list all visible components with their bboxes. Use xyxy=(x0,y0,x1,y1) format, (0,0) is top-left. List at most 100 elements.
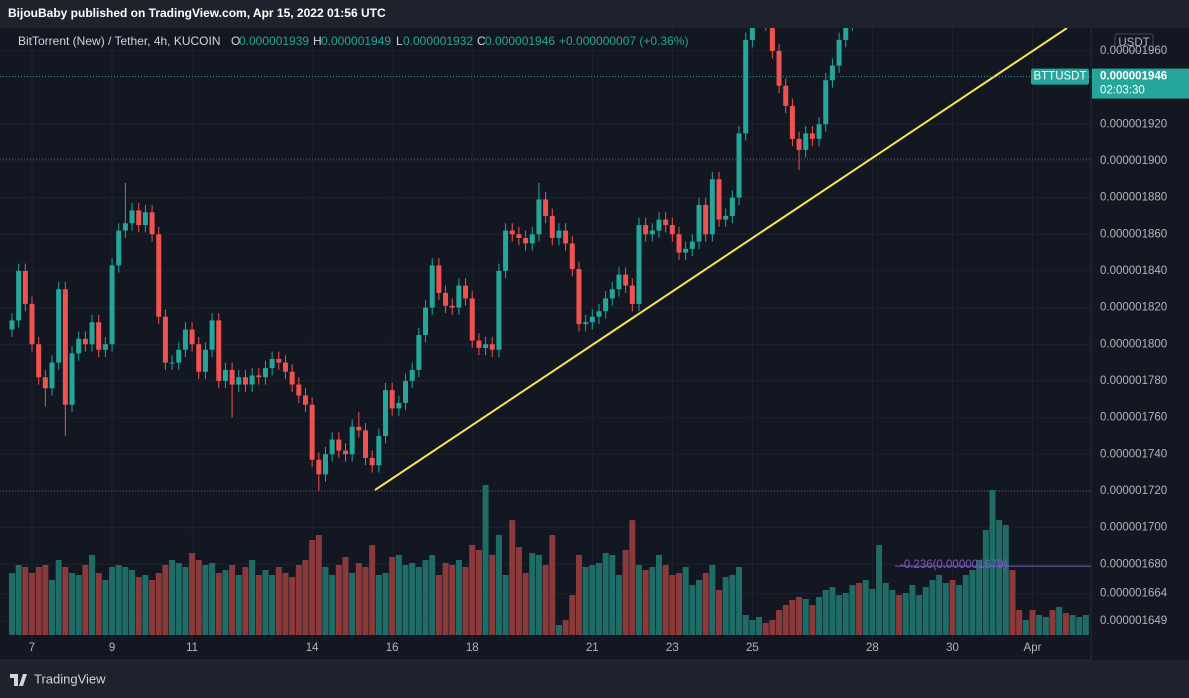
volume-bar xyxy=(389,557,396,635)
volume-bar xyxy=(549,535,556,635)
candle-body xyxy=(663,219,669,226)
candle-body xyxy=(796,138,802,150)
volume-bar xyxy=(589,565,596,635)
candle-body xyxy=(736,133,742,198)
volume-bar xyxy=(1022,620,1029,635)
candle-body xyxy=(676,234,682,253)
volume-bar xyxy=(662,565,669,635)
volume-bar xyxy=(309,540,316,635)
volume-bar xyxy=(789,600,796,635)
volume-bar xyxy=(149,580,156,635)
volume-bar xyxy=(402,565,409,635)
volume-bar xyxy=(335,565,342,635)
ohlc-value: 0.000001946 xyxy=(485,34,555,48)
candle-body xyxy=(182,329,188,350)
volume-bar xyxy=(575,555,582,635)
volume-bar xyxy=(615,575,622,635)
candle-body xyxy=(129,210,135,224)
volume-bar xyxy=(122,567,129,635)
candle-body xyxy=(636,225,642,304)
candle-body xyxy=(62,289,68,405)
volume-bar xyxy=(189,553,196,635)
volume-bar xyxy=(529,553,536,635)
volume-bar xyxy=(175,563,182,635)
volume-bar xyxy=(89,555,96,635)
volume-bar xyxy=(729,575,736,635)
volume-bar xyxy=(1042,617,1049,635)
volume-bar xyxy=(756,617,763,635)
candle-body xyxy=(809,133,815,139)
volume-bar xyxy=(642,570,649,635)
volume-bar xyxy=(822,590,829,635)
candle-body xyxy=(716,179,722,220)
candle-body xyxy=(409,369,415,381)
volume-bar xyxy=(916,595,923,635)
candle-body xyxy=(209,320,215,350)
volume-bar xyxy=(542,565,549,635)
volume-bar xyxy=(69,573,76,635)
currency-box[interactable] xyxy=(1114,33,1154,52)
candle-body xyxy=(82,338,88,345)
candle-body xyxy=(289,371,295,385)
volume-bar xyxy=(569,595,576,635)
candle-body xyxy=(396,402,402,409)
volume-bar xyxy=(742,615,749,635)
candle-body xyxy=(196,344,202,372)
candle-body xyxy=(449,305,455,308)
y-tick-label: 0.000001860 xyxy=(1100,228,1167,240)
candle-body xyxy=(503,230,509,271)
volume-bar xyxy=(55,560,62,635)
volume-bar xyxy=(375,575,382,635)
candle-body xyxy=(122,223,128,231)
candle-body xyxy=(216,320,222,381)
volume-bar xyxy=(1062,613,1069,635)
volume-bar xyxy=(262,570,269,635)
y-tick-label: 0.000001680 xyxy=(1100,558,1167,570)
candle-body xyxy=(42,377,48,389)
volume-bar xyxy=(896,595,903,635)
x-tick-label: 7 xyxy=(29,642,35,654)
candle-body xyxy=(829,65,835,81)
volume-bar xyxy=(282,573,289,635)
volume-bar xyxy=(769,620,776,635)
candle-body xyxy=(489,344,495,350)
volume-bar xyxy=(49,580,56,635)
candle-body xyxy=(369,457,375,466)
candle-body xyxy=(629,285,635,304)
candle-body xyxy=(269,358,275,369)
volume-bar xyxy=(15,565,22,635)
candle-body xyxy=(256,375,262,378)
candle-body xyxy=(56,289,62,363)
x-tick-label: 9 xyxy=(109,642,115,654)
volume-bar xyxy=(1002,525,1009,635)
volume-bar xyxy=(95,573,102,635)
volume-bar xyxy=(215,573,222,635)
candle-body xyxy=(483,344,489,348)
volume-bar xyxy=(522,573,529,635)
candle-body xyxy=(563,230,569,244)
volume-bar xyxy=(409,563,416,635)
volume-bar xyxy=(996,520,1003,635)
volume-bar xyxy=(909,585,916,635)
volume-bar xyxy=(422,560,429,635)
candle-body xyxy=(843,28,849,40)
ohlc-value: 0.000001949 xyxy=(321,34,391,48)
volume-bar xyxy=(475,550,482,635)
candle-body xyxy=(36,344,42,378)
volume-bar xyxy=(482,485,489,635)
candle-body xyxy=(322,454,328,475)
y-tick-label: 0.000001664 xyxy=(1100,588,1168,600)
candle-body xyxy=(709,179,715,235)
fib-label: -0.236(0.000001679) xyxy=(900,559,1008,571)
ohlc-value: 0.000001932 xyxy=(403,34,473,48)
candle-body xyxy=(436,265,442,293)
candle-body xyxy=(623,274,629,286)
volume-bar xyxy=(182,567,189,635)
volume-bar xyxy=(195,560,202,635)
candle-body xyxy=(349,426,355,455)
currency[interactable]: USDT xyxy=(1118,37,1149,49)
candle-body xyxy=(476,340,482,348)
candle-body xyxy=(189,329,195,345)
volume-bar xyxy=(602,553,609,635)
